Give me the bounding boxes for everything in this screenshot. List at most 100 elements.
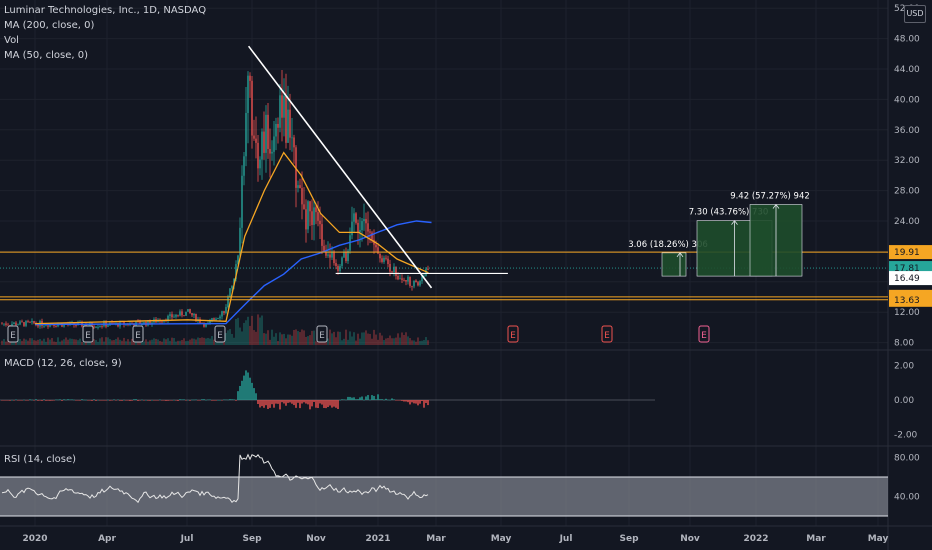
currency-button[interactable]: USD	[904, 5, 926, 23]
macd-bar	[117, 399, 119, 401]
volume-bar	[149, 340, 151, 345]
candle-body	[175, 314, 177, 317]
candle-body	[257, 142, 259, 169]
volume-bar	[189, 339, 191, 345]
candle-body	[239, 227, 241, 256]
indicator-ma50-label[interactable]: MA (50, close, 0)	[4, 50, 89, 61]
macd-bar	[313, 400, 315, 402]
horizontal-levels[interactable]	[0, 251, 888, 301]
volume-bar	[361, 332, 363, 345]
time-tick-label: Mar	[806, 534, 826, 544]
macd-bar	[209, 399, 211, 401]
volume-bar	[207, 337, 209, 345]
rsi-tick-label: 80.00	[894, 453, 920, 463]
candle-body	[297, 185, 299, 188]
macd-bar	[373, 395, 375, 400]
volume-bar	[417, 337, 419, 345]
volume-bar	[329, 329, 331, 345]
candle-body	[3, 323, 5, 325]
volume-bar	[395, 337, 397, 345]
macd-bar	[173, 399, 175, 401]
earnings-marker[interactable]	[601, 325, 613, 343]
indicator-vol-label[interactable]: Vol	[4, 35, 19, 46]
symbol-title[interactable]: Luminar Technologies, Inc., 1D, NASDAQ	[4, 5, 207, 16]
volume-bar	[185, 341, 187, 345]
macd-bar	[253, 388, 255, 400]
earnings-marker[interactable]	[82, 325, 94, 343]
macd-bar	[57, 399, 59, 401]
volume-bar	[349, 331, 351, 345]
volume-bar	[15, 341, 17, 345]
candle-body	[235, 264, 237, 279]
time-tick-label: May	[868, 534, 889, 544]
macd-bar	[419, 400, 421, 404]
volume-bar	[117, 337, 119, 345]
volume-bar	[235, 319, 237, 345]
candle-body	[241, 175, 243, 228]
macd-bar	[181, 399, 183, 400]
time-tick-label: 2022	[743, 534, 768, 544]
macd-bar	[153, 400, 155, 401]
candle-body	[405, 280, 407, 282]
target-label: 9.42 (57.27%) 942	[730, 192, 810, 202]
indicator-ma200-label[interactable]: MA (200, close, 0)	[4, 20, 95, 31]
macd-bar	[275, 400, 277, 404]
candle-body	[339, 265, 341, 271]
macd-bar	[353, 397, 355, 400]
macd-bar	[285, 400, 287, 406]
volume-bar	[25, 339, 27, 345]
earnings-marker[interactable]	[316, 325, 328, 343]
candle-body	[285, 95, 287, 143]
macd-bar	[41, 400, 43, 401]
main-legend: Luminar Technologies, Inc., 1D, NASDAQ M…	[4, 3, 206, 63]
earnings-marker[interactable]	[132, 325, 144, 343]
candle-body	[99, 326, 101, 327]
candle-body	[191, 313, 193, 316]
candle-body	[171, 314, 173, 318]
earnings-marker[interactable]	[7, 325, 19, 343]
volume-bar	[113, 340, 115, 345]
candle-body	[293, 137, 295, 148]
earnings-marker[interactable]	[698, 325, 710, 343]
earnings-marker-label: E	[510, 331, 516, 341]
macd-bar	[411, 400, 413, 403]
volume-bar	[299, 332, 301, 345]
volume-bar	[425, 337, 427, 345]
macd-bar	[361, 396, 363, 400]
volume-bar	[163, 338, 165, 345]
macd-bar	[363, 399, 365, 401]
macd-bar	[175, 400, 177, 401]
candle-body	[279, 95, 281, 128]
macd-bar	[35, 399, 37, 400]
descending-trendline[interactable]	[247, 45, 433, 289]
candle-body	[183, 315, 185, 317]
macd-bar	[415, 400, 417, 404]
macd-bar	[177, 400, 179, 401]
macd-bar	[401, 400, 403, 401]
volume-bar	[297, 331, 299, 345]
candle-body	[301, 188, 303, 205]
macd-bar	[193, 399, 195, 401]
volume-bar	[101, 337, 103, 345]
macd-legend[interactable]: MACD (12, 26, close, 9)	[4, 358, 122, 369]
target-boxes[interactable]: 3.06 (18.26%) 306 7.30 (43.76%) 730 9.42 (…	[628, 192, 810, 277]
candle-body	[289, 109, 291, 138]
volume-bar	[35, 340, 37, 345]
macd-bar	[413, 400, 415, 404]
rsi-legend[interactable]: RSI (14, close)	[4, 454, 77, 465]
candle-body	[283, 95, 285, 118]
candle-body	[195, 313, 197, 322]
earnings-marker[interactable]	[507, 325, 519, 343]
candle-body	[179, 311, 181, 316]
candle-body	[123, 321, 125, 325]
candle-body	[75, 324, 77, 326]
candle-body	[387, 258, 389, 265]
volume-bar	[289, 334, 291, 345]
level-price-text: 19.91	[894, 248, 920, 258]
volume-bar	[127, 339, 129, 345]
volume-bar	[161, 341, 163, 345]
earnings-marker[interactable]	[214, 325, 226, 343]
volume-bar	[107, 337, 109, 345]
